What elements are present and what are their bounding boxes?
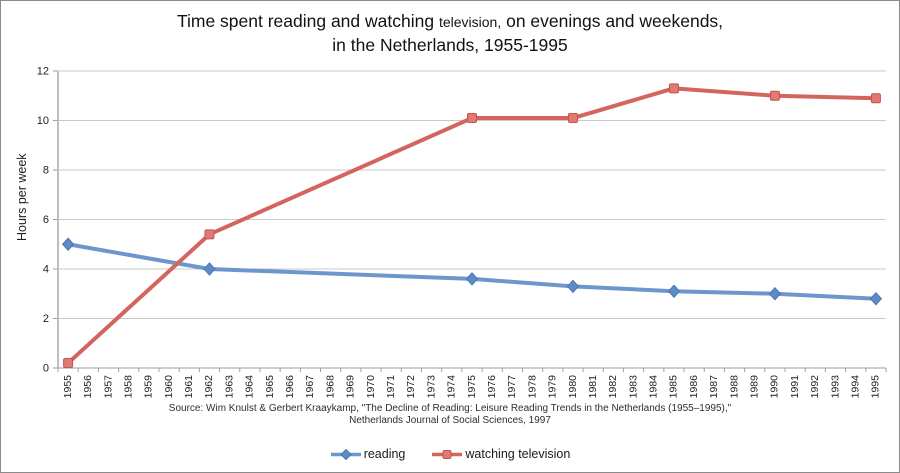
- chart-title-line1: Time spent reading and watching televisi…: [1, 10, 899, 34]
- x-tick-label: 1967: [304, 375, 316, 399]
- data-point-watching-television: [668, 83, 679, 94]
- x-tick-label: 1968: [324, 375, 336, 399]
- x-tick-label: 1963: [223, 375, 235, 399]
- x-tick-label: 1992: [809, 375, 821, 399]
- x-tick-label: 1959: [143, 375, 155, 399]
- data-point-watching-television: [63, 358, 74, 369]
- x-tick-label: 1973: [425, 375, 437, 399]
- x-tick-label: 1994: [849, 375, 861, 399]
- data-point-watching-television: [567, 113, 578, 124]
- data-point-reading: [203, 262, 216, 276]
- x-tick-label: 1982: [607, 375, 619, 399]
- x-tick-label: 1990: [769, 375, 781, 399]
- chart-title: Time spent reading and watching televisi…: [1, 10, 899, 56]
- x-tick-label: 1977: [506, 375, 518, 399]
- legend-label: watching television: [465, 447, 571, 461]
- x-tick-label: 1979: [547, 375, 559, 399]
- x-tick-label: 1980: [567, 375, 579, 399]
- legend: reading watching television: [1, 447, 899, 461]
- x-tick-label: 1964: [244, 375, 256, 399]
- data-point-watching-television: [870, 93, 881, 104]
- diamond-marker-icon: [330, 448, 361, 460]
- x-tick-label: 1976: [486, 375, 498, 399]
- y-tick-label: 2: [43, 313, 49, 325]
- x-tick-label: 1969: [345, 375, 357, 399]
- data-point-reading: [566, 279, 580, 294]
- x-tick-label: 1993: [829, 375, 841, 399]
- x-tick-label: 1965: [264, 375, 276, 399]
- source-line2: Netherlands Journal of Social Sciences, …: [349, 415, 551, 426]
- x-tick-label: 1971: [385, 375, 397, 399]
- square-marker-icon: [432, 449, 463, 459]
- x-tick-label: 1978: [526, 375, 538, 399]
- x-tick-label: 1958: [122, 375, 134, 399]
- series-line-watching-television: [66, 86, 878, 366]
- x-tick-label: 1955: [62, 375, 74, 399]
- y-tick-label: 8: [43, 165, 49, 177]
- x-tick-label: 1987: [708, 375, 720, 399]
- data-point-watching-television: [467, 113, 477, 124]
- data-point-reading: [61, 237, 75, 251]
- chart-title-line2: in the Netherlands, 1955-1995: [332, 35, 568, 55]
- x-tick-label: 1956: [82, 375, 94, 399]
- legend-item-watching-television: watching television: [431, 447, 570, 461]
- data-point-watching-television: [204, 229, 215, 240]
- y-tick-label: 0: [43, 363, 49, 375]
- x-tick-label: 1970: [365, 375, 377, 399]
- x-tick-label: 1991: [789, 375, 801, 399]
- legend-label: reading: [363, 447, 406, 461]
- y-tick-label: 4: [43, 264, 49, 276]
- y-tick-label: 12: [37, 66, 49, 78]
- x-tick-label: 1957: [102, 375, 114, 399]
- title-segment-small: television,: [438, 14, 502, 30]
- legend-item-reading: reading: [330, 447, 406, 461]
- y-tick-label: 6: [43, 214, 49, 226]
- source-line1: Source: Wim Knulst & Gerbert Kraaykamp, …: [168, 403, 732, 414]
- x-tick-label: 1995: [870, 375, 882, 399]
- x-tick-label: 1985: [668, 375, 680, 399]
- title-segment: Time spent reading and watching: [176, 11, 439, 31]
- source-note: Source: Wim Knulst & Gerbert Kraaykamp, …: [1, 403, 899, 427]
- x-tick-label: 1975: [466, 375, 478, 399]
- x-tick-label: 1966: [284, 375, 296, 399]
- plot-area: 0 2 4 6 8 10 12 1955 1956 1957 1958 1959 1960 1961 196…: [37, 66, 887, 399]
- x-tick-label: 1960: [163, 375, 175, 399]
- data-point-reading: [667, 284, 681, 299]
- data-point-watching-television: [769, 90, 780, 101]
- x-tick-label: 1989: [749, 375, 761, 399]
- x-tick-label: 1983: [627, 375, 639, 399]
- data-point-reading: [869, 291, 883, 306]
- y-tick-label: 10: [37, 115, 49, 127]
- data-point-reading: [768, 287, 782, 301]
- x-tick-label: 1972: [405, 375, 417, 399]
- x-tick-label: 1988: [728, 375, 740, 399]
- x-tick-label: 1974: [446, 375, 458, 399]
- title-segment: on evenings and weekends,: [501, 11, 724, 31]
- x-tick-label: 1981: [587, 375, 599, 399]
- data-point-reading: [465, 272, 479, 286]
- x-tick-label: 1984: [648, 375, 660, 399]
- x-tick-label: 1962: [203, 375, 215, 399]
- x-tick-label: 1986: [688, 375, 700, 399]
- x-tick-label: 1961: [183, 375, 195, 399]
